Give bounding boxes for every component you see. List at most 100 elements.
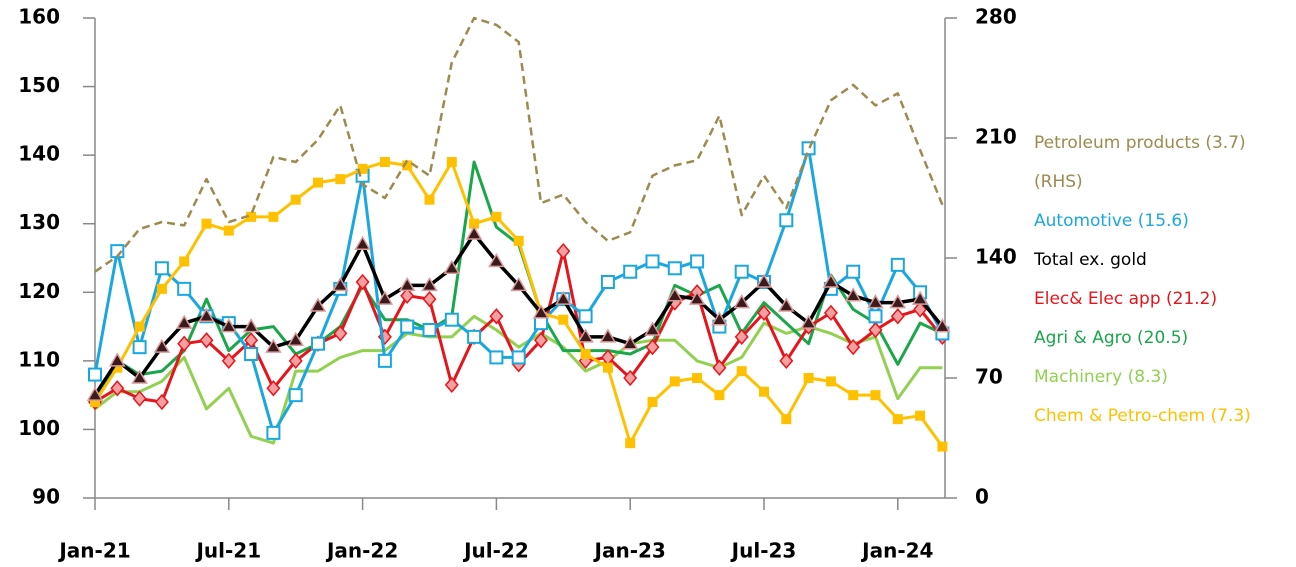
marker bbox=[688, 290, 706, 305]
marker bbox=[892, 414, 903, 425]
marker bbox=[379, 157, 390, 167]
marker bbox=[132, 340, 147, 355]
marker bbox=[110, 380, 125, 397]
marker bbox=[287, 331, 305, 347]
marker bbox=[354, 235, 371, 251]
marker bbox=[513, 235, 524, 246]
marker bbox=[779, 213, 794, 228]
legend-entry: Total ex. gold bbox=[1034, 250, 1147, 270]
marker bbox=[868, 321, 883, 339]
marker bbox=[201, 218, 212, 229]
legend-entry: Elec& Elec app (21.2) bbox=[1034, 289, 1218, 309]
marker bbox=[578, 309, 593, 324]
legend-entry: Petroleum products (3.7) (RHS) bbox=[1034, 133, 1246, 192]
marker bbox=[645, 254, 660, 269]
x-tick-label: Jul-21 bbox=[194, 539, 261, 563]
y-tick-label: 150 bbox=[18, 73, 60, 97]
marker bbox=[848, 390, 859, 401]
marker bbox=[177, 281, 192, 296]
marker bbox=[335, 174, 346, 185]
marker bbox=[309, 297, 327, 312]
legend-entry: Automotive (15.6) bbox=[1034, 211, 1189, 231]
marker bbox=[357, 163, 368, 174]
marker bbox=[265, 338, 282, 353]
marker bbox=[244, 347, 259, 361]
marker bbox=[890, 308, 905, 325]
marker bbox=[179, 256, 190, 267]
series bbox=[90, 157, 948, 452]
marker bbox=[599, 328, 617, 343]
marker bbox=[825, 376, 836, 387]
marker bbox=[134, 321, 145, 332]
marker bbox=[510, 276, 528, 292]
marker bbox=[376, 290, 394, 305]
marker bbox=[844, 287, 862, 302]
marker bbox=[422, 323, 437, 337]
y-tick-label: 100 bbox=[18, 416, 60, 440]
marker bbox=[647, 397, 658, 407]
marker bbox=[400, 287, 415, 304]
line bbox=[94, 16, 944, 273]
marker bbox=[90, 397, 100, 407]
marker bbox=[667, 261, 682, 276]
marker bbox=[890, 257, 905, 272]
marker bbox=[377, 353, 392, 368]
marker bbox=[88, 367, 102, 382]
marker bbox=[666, 287, 684, 302]
marker bbox=[443, 259, 461, 275]
marker bbox=[870, 390, 881, 401]
marker bbox=[692, 373, 703, 383]
marker bbox=[424, 194, 435, 205]
marker bbox=[803, 373, 814, 383]
marker bbox=[402, 160, 413, 171]
y-tick-label: 160 bbox=[18, 5, 60, 29]
y2-tick-label: 70 bbox=[975, 365, 1003, 389]
marker bbox=[823, 304, 838, 322]
marker bbox=[580, 349, 591, 359]
marker bbox=[398, 276, 416, 292]
marker bbox=[131, 369, 148, 384]
marker bbox=[913, 301, 928, 318]
marker bbox=[488, 252, 505, 268]
marker bbox=[625, 438, 636, 449]
legend-entry: Machinery (8.3) bbox=[1034, 367, 1168, 387]
marker bbox=[690, 254, 705, 269]
marker bbox=[915, 410, 926, 421]
y2-tick-label: 0 bbox=[975, 485, 989, 509]
marker bbox=[177, 335, 192, 352]
y-tick-label: 110 bbox=[18, 347, 60, 371]
y-tick-label: 90 bbox=[32, 485, 60, 509]
marker bbox=[846, 264, 861, 279]
marker bbox=[602, 362, 613, 373]
marker bbox=[759, 386, 769, 397]
marker bbox=[199, 332, 214, 349]
marker bbox=[221, 352, 236, 370]
marker bbox=[154, 261, 169, 276]
marker bbox=[421, 276, 438, 292]
x-tick-label: Jul-23 bbox=[730, 539, 797, 563]
legend-entry: Agri & Agro (20.5) bbox=[1034, 328, 1189, 348]
marker bbox=[534, 332, 548, 349]
marker bbox=[154, 393, 169, 411]
y-tick-label: 130 bbox=[18, 210, 60, 234]
y2-tick-label: 210 bbox=[975, 125, 1017, 149]
marker bbox=[469, 218, 480, 229]
marker bbox=[465, 225, 483, 240]
legend-entry: Chem & Petro-chem (7.3) bbox=[1034, 406, 1251, 426]
marker bbox=[777, 297, 795, 312]
marker bbox=[937, 441, 948, 452]
marker bbox=[755, 273, 773, 288]
marker bbox=[290, 194, 301, 205]
marker bbox=[868, 309, 883, 324]
marker bbox=[444, 312, 459, 327]
marker bbox=[669, 376, 680, 387]
marker bbox=[600, 275, 615, 289]
marker bbox=[734, 328, 749, 346]
marker bbox=[733, 294, 751, 309]
marker bbox=[645, 338, 660, 356]
marker bbox=[623, 369, 638, 387]
marker bbox=[934, 318, 951, 333]
marker bbox=[266, 380, 281, 397]
